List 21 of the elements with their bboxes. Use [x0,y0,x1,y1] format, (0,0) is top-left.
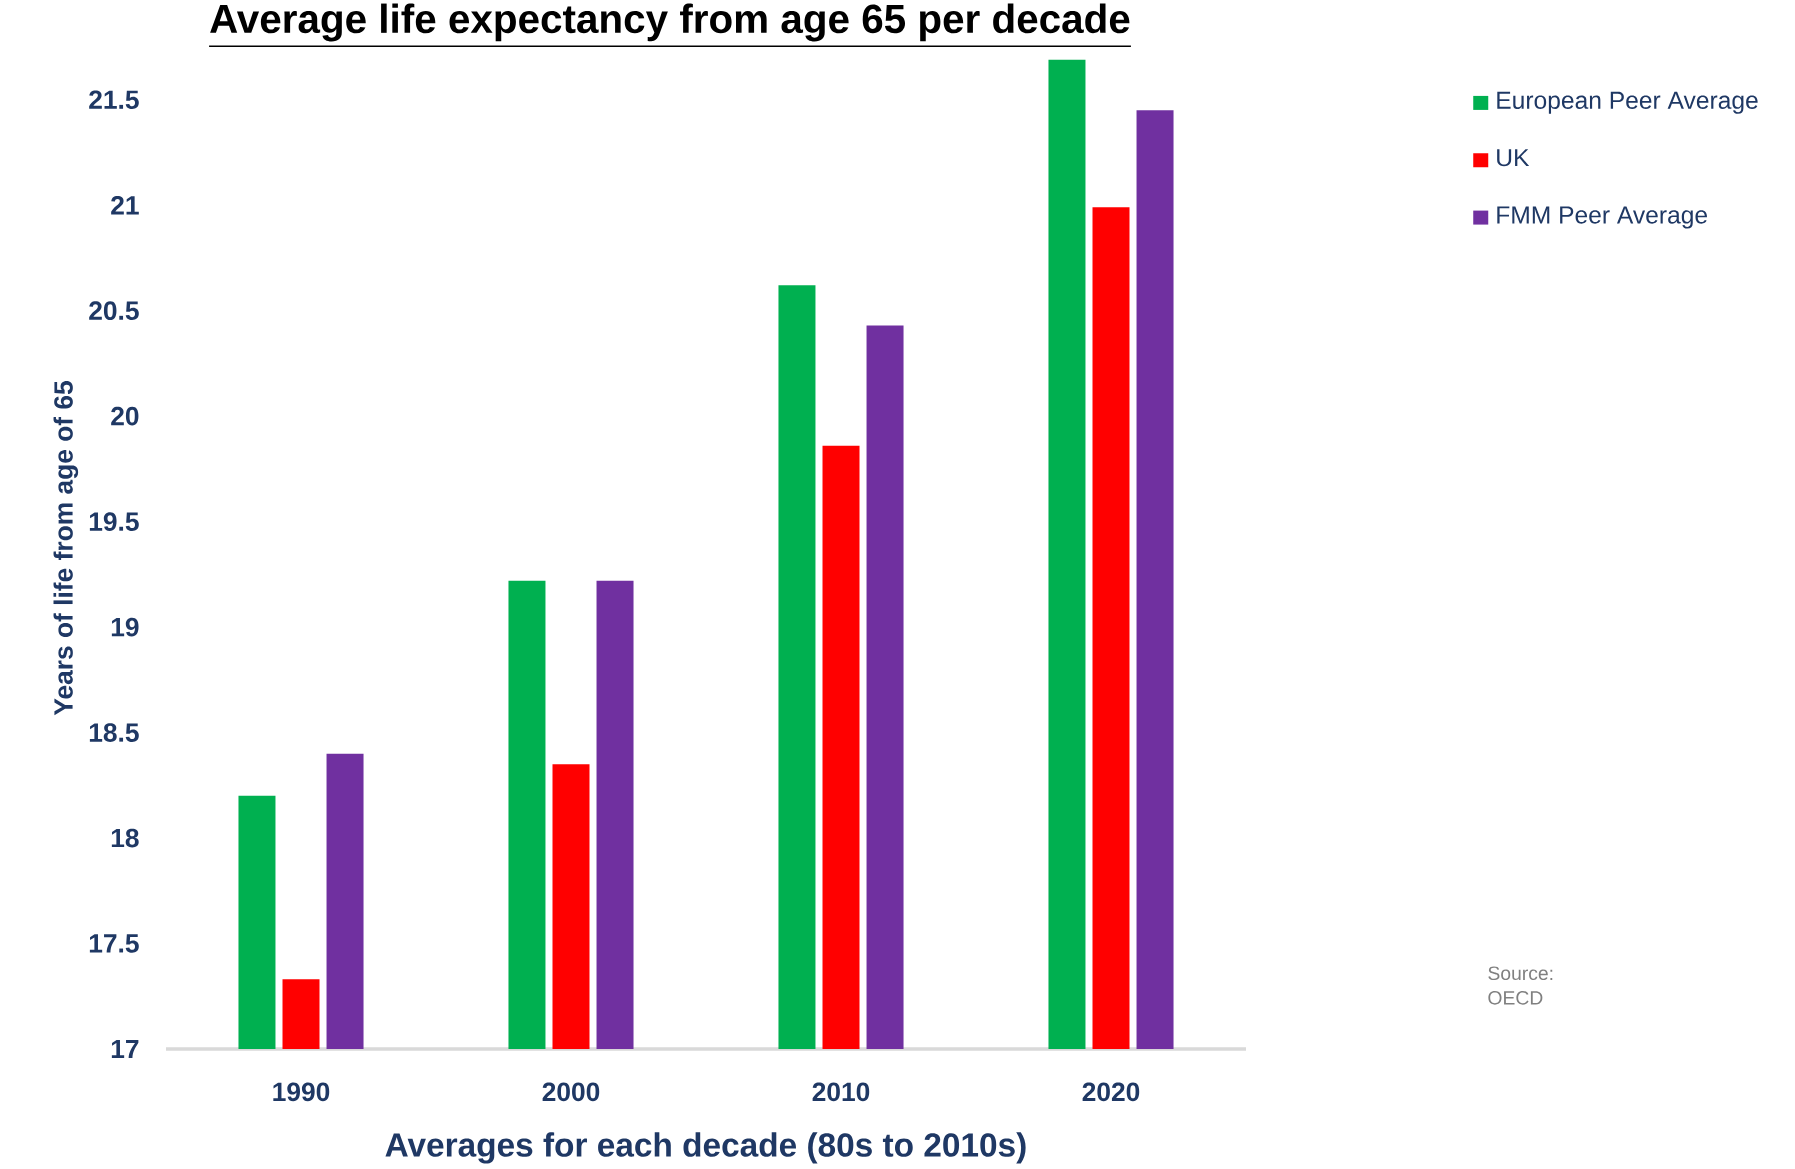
legend-label: UK [1497,149,1530,167]
x-tick-label: 2020 [1082,1082,1140,1102]
x-tick-label: 1990 [273,1082,330,1102]
y-tick-label: 17 [111,1039,139,1059]
y-axis-title: Years of life from age of 65 [53,381,79,716]
legend-label: FMM Peer Average [1497,206,1707,229]
y-tick-label: 18.5 [89,723,139,742]
x-axis-title: Averages for each decade (80s to 2010s) [385,1132,1026,1164]
y-tick-label: 19 [111,617,139,637]
y-tick-label: 17.5 [89,934,139,953]
y-tick-label: 20.5 [89,301,139,321]
chart-title: Average life expectancy from age 65 per decade [210,3,1130,42]
y-tick-label: 21.5 [89,90,139,110]
y-tick-label: 21 [111,195,139,215]
source-note: Source: OECD [1488,966,1553,1005]
y-tick-label: 18 [111,828,139,848]
y-tick-label: 20 [111,406,139,426]
x-tick-label: 2010 [812,1082,870,1102]
x-tick-label: 2000 [542,1082,600,1102]
legend-label: European Peer Average [1497,91,1758,114]
y-tick-label: 19.5 [89,512,139,531]
